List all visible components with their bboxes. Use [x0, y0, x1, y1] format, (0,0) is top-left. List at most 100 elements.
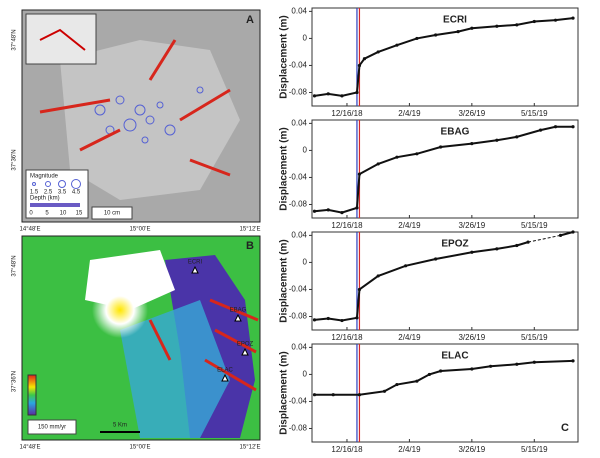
- distance-scale: 5 Km: [113, 423, 127, 429]
- series-line: [314, 125, 574, 214]
- chart-title: ECRI: [443, 15, 467, 26]
- x-tick-label: 3/26/19: [458, 445, 485, 454]
- arrow-scale: 10 cm: [104, 211, 120, 217]
- arrow-scale-box: [91, 206, 133, 220]
- panel-label: A: [246, 14, 254, 26]
- station-label: ECRI: [188, 260, 203, 266]
- inset-map: [25, 13, 97, 65]
- panel-label: C: [561, 422, 569, 434]
- y-tick-label: 0.04: [291, 230, 307, 239]
- lon-label: 14°48'E: [20, 227, 41, 233]
- magnitude-symbol: [45, 181, 51, 187]
- lat-label: 37°48'N: [12, 29, 18, 50]
- series-line: [314, 231, 574, 322]
- y-tick-label: -0.04: [289, 173, 308, 182]
- y-tick-label: -0.04: [289, 61, 308, 70]
- lon-label: 15°12'E: [240, 227, 261, 233]
- magnitude-label: 1.5: [30, 190, 39, 196]
- gnss-arrows: [39, 39, 231, 177]
- velocity-scale: 150 mm/yr: [38, 425, 66, 431]
- fault: [39, 28, 86, 51]
- velocity-arrows: [148, 298, 259, 392]
- lon-label: 15°00'E: [130, 445, 151, 451]
- x-tick-label: 2/4/19: [398, 445, 421, 454]
- y-tick-label: 0: [303, 258, 308, 267]
- magnitude-label: 4.5: [72, 190, 81, 196]
- plot-frame: [311, 119, 579, 219]
- magnitude-title: Magnitude: [30, 174, 59, 180]
- y-tick-label: -0.08: [289, 200, 308, 209]
- uplift: [92, 282, 148, 338]
- station: [234, 313, 242, 322]
- depth-label: 5: [45, 211, 49, 217]
- y-tick-label: -0.08: [289, 312, 308, 321]
- y-tick-label: 0: [303, 34, 308, 43]
- series-line: [314, 17, 574, 97]
- y-tick-label: -0.04: [289, 285, 308, 294]
- station: [241, 347, 249, 356]
- lat-label: 37°36'N: [12, 371, 18, 392]
- magnitude-label: 3.5: [58, 190, 67, 196]
- x-tick-label: 3/26/19: [458, 333, 485, 342]
- x-tick-label: 3/26/19: [458, 221, 485, 230]
- chart-title: EPOZ: [441, 239, 468, 250]
- y-tick-label: 0.04: [291, 6, 307, 15]
- x-tick-label: 2/4/19: [398, 221, 421, 230]
- map-b: 150 mm/yr 5 Km B: [21, 235, 261, 441]
- x-tick-label: 2/4/19: [398, 333, 421, 342]
- lat-label: 37°48'N: [12, 255, 18, 276]
- y-tick-label: -0.08: [289, 88, 308, 97]
- x-tick-label: 5/15/19: [521, 333, 548, 342]
- legend-box: [25, 169, 89, 219]
- y-tick-label: 0.04: [291, 342, 307, 351]
- x-tick-label: 12/16/18: [331, 109, 363, 118]
- lon-label: 14°48'E: [20, 445, 41, 451]
- station-label: ELAC: [217, 368, 233, 374]
- y-axis-label: Displacement (m): [279, 239, 290, 322]
- plot-frame: [311, 343, 579, 443]
- relief: [60, 40, 240, 200]
- depth-label: 15: [76, 211, 83, 217]
- series-line: [314, 359, 574, 396]
- x-tick-label: 12/16/18: [331, 445, 363, 454]
- station: [191, 265, 199, 274]
- plot-frame: [311, 231, 579, 331]
- map-a: Magnitude Depth (km) 10 cm A: [21, 9, 261, 223]
- depth-bar: [30, 203, 80, 207]
- chart-title: ELAC: [441, 351, 468, 362]
- lon-label: 15°00'E: [130, 227, 151, 233]
- x-tick-label: 3/26/19: [458, 109, 485, 118]
- depth-label: 10: [60, 211, 67, 217]
- x-tick-label: 2/4/19: [398, 109, 421, 118]
- colorbar: [27, 374, 37, 416]
- station-label: EBAG: [230, 308, 247, 314]
- x-tick-label: 5/15/19: [521, 221, 548, 230]
- station: [221, 373, 229, 382]
- magnitude-symbol: [58, 180, 66, 188]
- y-tick-label: 0: [303, 146, 308, 155]
- gap-line: [527, 234, 561, 243]
- plot-frame: [311, 7, 579, 107]
- x-tick-label: 12/16/18: [331, 221, 363, 230]
- depth-title: Depth (km): [30, 196, 60, 202]
- y-axis-label: Displacement (m): [279, 127, 290, 210]
- lat-label: 37°36'N: [12, 149, 18, 170]
- lon-label: 15°12'E: [240, 445, 261, 451]
- y-axis-label: Displacement (m): [279, 351, 290, 434]
- magnitude-symbol: [71, 179, 81, 189]
- y-tick-label: 0: [303, 370, 308, 379]
- chart-title: EBAG: [441, 127, 470, 138]
- x-tick-label: 12/16/18: [331, 333, 363, 342]
- station-label: EPOZ: [237, 342, 254, 348]
- los-blue: [120, 300, 230, 438]
- velocity-scale-box: [27, 419, 77, 435]
- magnitude-label: 2.5: [44, 190, 53, 196]
- x-tick-label: 5/15/19: [521, 445, 548, 454]
- y-tick-label: -0.08: [289, 424, 308, 433]
- y-tick-label: 0.04: [291, 118, 307, 127]
- x-tick-label: 5/15/19: [521, 109, 548, 118]
- y-tick-label: -0.04: [289, 397, 308, 406]
- magnitude-symbol: [32, 182, 36, 186]
- y-axis-label: Displacement (m): [279, 15, 290, 98]
